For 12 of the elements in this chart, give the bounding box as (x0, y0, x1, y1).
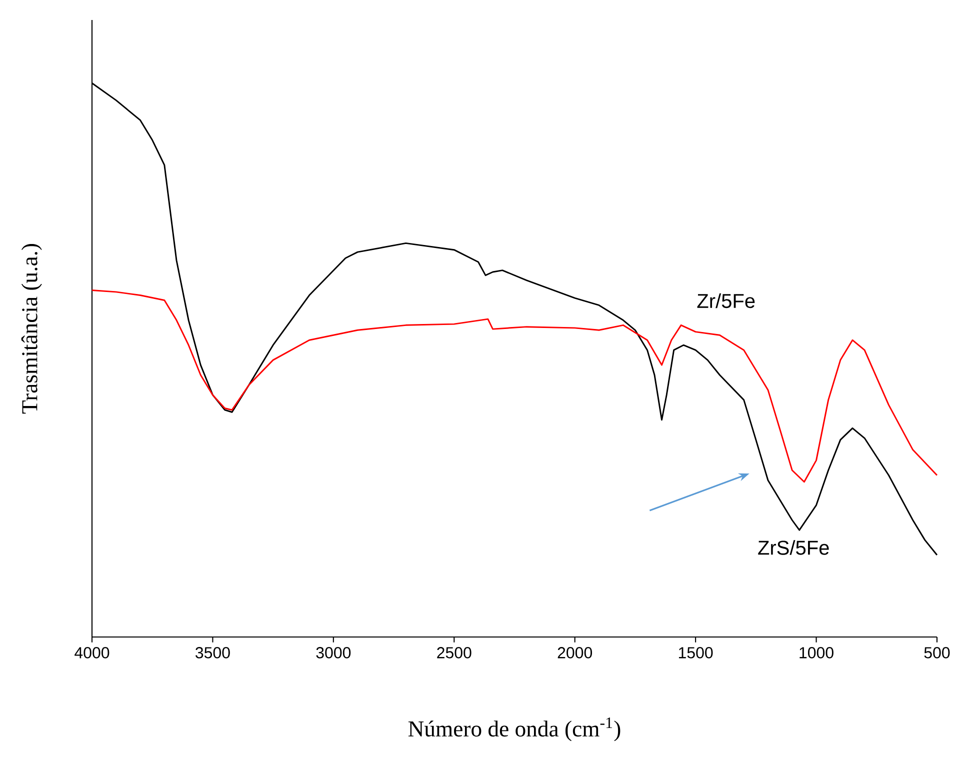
x-tick-label: 2500 (437, 647, 472, 658)
x-tick-label: 1000 (800, 647, 834, 658)
x-tick-label: 4000 (74, 647, 110, 658)
x-axis-title: Número de onda (cm$^{-1}$) (408, 718, 620, 742)
x-tick-label: 500 (924, 647, 950, 658)
x-tick-label: 3500 (196, 647, 230, 658)
series-label: ZrS/5Fe (758, 540, 829, 555)
y-axis-title: Trasmitância (u.a.) (21, 244, 42, 414)
x-tick-label: 2000 (558, 647, 592, 658)
x-tick-label: 3000 (316, 647, 351, 658)
series-label: Zr/5Fe (697, 293, 755, 308)
x-tick-label: 1500 (678, 647, 713, 658)
